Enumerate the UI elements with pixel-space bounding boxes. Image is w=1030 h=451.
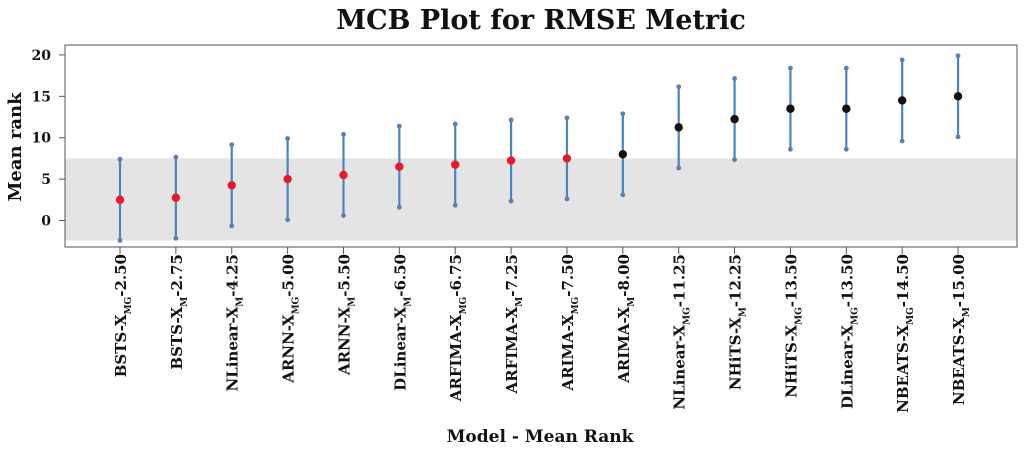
interval-end [285,217,291,223]
y-tick-label: 5 [41,172,51,188]
critical-band [65,158,1017,241]
y-axis: 0 5 10 15 20 [32,48,65,230]
interval-end [899,138,905,144]
y-tick-label: 10 [32,131,52,147]
interval-end [173,235,179,241]
interval-end [620,111,626,117]
mean-rank-point [562,154,572,163]
x-tick-label: BSTS-XM-2.75 [168,254,190,370]
interval-end [955,53,961,59]
interval-end [508,198,514,204]
x-tick-label: BSTS-XMG-2.50 [112,254,134,377]
x-tick-label: NLinear-XM-4.25 [224,254,246,392]
y-tick-label: 20 [32,48,52,64]
interval-end [285,136,291,141]
x-tick-label: ARNN-XM-5.50 [335,254,357,376]
interval-end [788,146,793,152]
x-tick-label: NHiTS-XM-12.25 [727,254,749,390]
mean-rank-point [730,114,739,124]
interval-end [508,117,514,123]
mean-rank-point [395,162,404,171]
x-tick-label: ARFIMA-XM-7.25 [503,254,525,395]
mean-rank-point [339,170,348,180]
mean-rank-point [674,123,683,132]
mean-rank-point [842,104,851,113]
mean-rank-point [227,181,236,190]
x-tick-label: DLinear-XM-6.50 [391,254,413,391]
x-tick-label: NLinear-XMG-11.25 [671,254,693,410]
x-tick-label: NHiTS-XMG-13.50 [782,254,804,398]
interval-end [452,121,458,127]
interval-end [117,237,123,243]
mean-rank-point [115,195,125,205]
interval-end [676,84,682,90]
x-tick-label: ARIMA-XMG-7.50 [559,254,581,392]
mean-rank-point [506,156,516,165]
interval-end [396,123,402,129]
interval-end [229,223,235,229]
interval-end [396,204,402,210]
mean-rank-point [618,150,628,159]
y-tick-label: 0 [41,214,51,230]
y-axis-label: Mean rank [5,92,26,202]
interval-end [843,146,849,152]
x-axis: BSTS-XMG-2.50 BSTS-XM-2.75 NLinear-XM-4.25… [112,247,972,413]
interval-end [564,115,570,121]
x-tick-label: ARFIMA-XMG-6.75 [447,254,469,402]
chart-title: MCB Plot for RMSE Metric [336,5,746,36]
interval-end [229,142,235,148]
interval-end [452,202,458,208]
x-tick-label: NBEATS-XMG-14.50 [894,254,916,413]
interval-end [732,76,737,81]
interval-end [341,213,346,218]
interval-end [732,157,737,163]
interval-end [899,57,905,63]
interval-end [788,65,793,71]
mean-rank-point [451,160,460,169]
interval-end [955,134,961,140]
interval-end [620,192,626,198]
y-tick-label: 15 [32,89,51,105]
x-tick-label: NBEATS-XM-15.00 [950,254,972,405]
mean-rank-point [283,174,292,184]
interval-end [676,165,682,171]
mean-rank-point [786,104,795,113]
plot-marks [115,53,963,243]
mean-rank-point [953,92,963,101]
x-axis-label: Model - Mean Rank [447,427,635,447]
x-tick-label: ARNN-XMG-5.00 [280,254,302,384]
interval-end [843,65,849,71]
interval-end [117,156,123,162]
x-tick-label: DLinear-XMG-13.50 [838,254,860,409]
plot-frame [64,44,1018,248]
interval-end [173,154,179,160]
x-tick-label: ARIMA-XM-8.00 [615,254,637,384]
mean-rank-point [171,193,181,202]
interval-end [341,132,346,137]
mean-rank-point [897,96,907,105]
interval-end [564,196,570,202]
